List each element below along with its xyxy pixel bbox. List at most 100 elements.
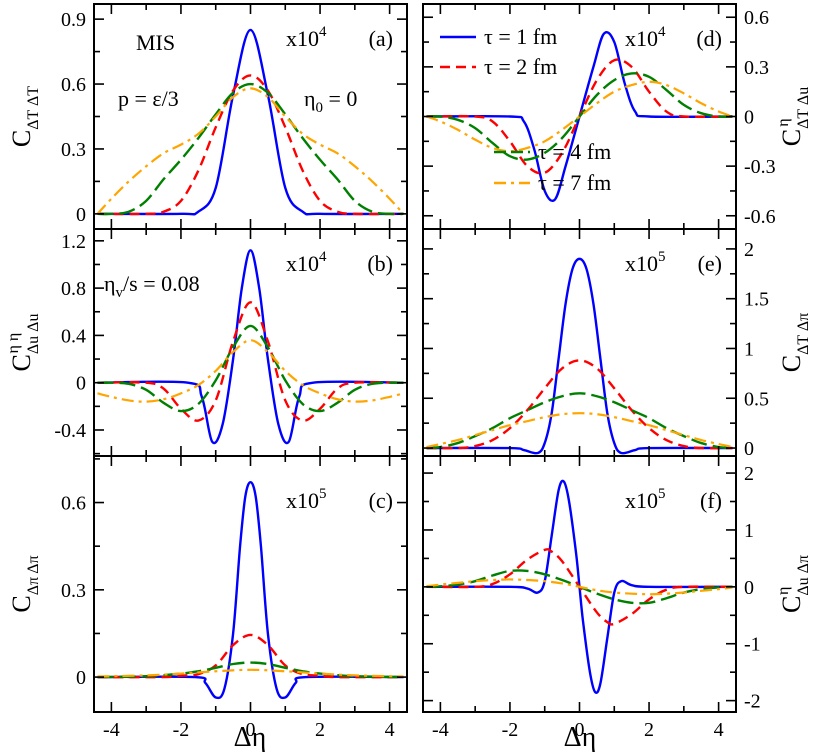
panel-c: 0 0.3 0.6 -4 -2 0 2 4 CΔπ Δπ x105 (c)	[7, 455, 408, 741]
panel-a: 0 0.3 0.6 0.9 CΔT ΔT x104 (a) MIS p = ε/3 η0 = 0	[7, 3, 408, 230]
panel-e-frame	[422, 228, 737, 457]
panel-label-f: (f)	[700, 488, 722, 513]
model-label: MIS	[136, 30, 175, 55]
y-tick-label-d: 0.3	[744, 57, 769, 79]
legend-label-1: τ = 1 fm	[484, 24, 557, 49]
series-line-e-2	[426, 359, 733, 450]
series-line-e-3	[426, 392, 733, 450]
y-axis-label-f: CΔu Δπη	[775, 555, 812, 613]
x-tick-label: -2	[502, 719, 519, 741]
panel-e-series	[426, 257, 733, 455]
series-line-e-4	[426, 412, 733, 449]
y-tick-label-f: 2	[744, 463, 754, 485]
x-axis-labels: Δη Δη	[234, 722, 597, 753]
y-tick-label-b: -0.4	[54, 420, 86, 442]
series-line-b-3	[97, 324, 404, 413]
y-tick-label-a: 0.3	[61, 139, 86, 161]
panel-d-ticks	[423, 4, 736, 229]
y-axis-label-d: CΔT Δuη	[775, 87, 812, 146]
panel-b-series	[97, 249, 404, 445]
series-line-c-4	[97, 668, 404, 678]
y-tick-label-c: 0.3	[61, 580, 86, 602]
y-tick-label-d: 0	[744, 107, 754, 129]
x-tick-label: 0	[575, 719, 585, 741]
series-line-c-2	[97, 633, 404, 679]
x-tick-label: 0	[246, 719, 256, 741]
scale-label-a: x104	[286, 24, 327, 51]
y-tick-label-f: 1	[744, 520, 754, 542]
panel-label-c: (c)	[369, 488, 393, 513]
y-tick-label-a: 0	[76, 204, 86, 226]
series-line-a-1	[97, 28, 404, 216]
panel-e-ticks	[423, 229, 736, 456]
x-tick-label: 4	[714, 719, 724, 741]
panel-d: -0.6 -0.3 0 0.3 0.6 CΔT Δuη x104 (d)	[422, 3, 812, 230]
scale-label-f: x105	[625, 486, 666, 513]
series-line-a-2	[97, 74, 404, 216]
panel-e: 0 0.5 1 1.5 2 CΔT Δπ x105 (e)	[422, 228, 812, 460]
legend-label-4: τ = 7 fm	[538, 170, 611, 195]
legend: τ = 1 fm τ = 2 fm τ = 4 fm τ = 7 fm	[440, 24, 611, 195]
y-tick-label-a: 0.9	[61, 9, 86, 31]
series-line-e-1	[426, 257, 733, 455]
x-axis-label-left: Δη	[234, 722, 267, 753]
series-line-a-3	[97, 82, 404, 216]
y-tick-label-e: 1.5	[744, 289, 769, 311]
y-tick-label-e: 1	[744, 338, 754, 360]
y-tick-label-f: 0	[744, 577, 754, 599]
y-tick-label-d: 0.6	[744, 7, 769, 29]
x-tick-label: -4	[432, 719, 449, 741]
y-tick-label-c: 0.6	[61, 493, 86, 515]
panel-label-d: (d)	[696, 26, 722, 51]
legend-label-2: τ = 2 fm	[484, 54, 557, 79]
series-line-b-4	[97, 339, 404, 403]
y-tick-label-d: -0.6	[744, 206, 776, 228]
x-tick-label: 2	[644, 719, 654, 741]
y-tick-label-b: 0.4	[61, 325, 86, 347]
y-tick-label-e: 0.5	[744, 388, 769, 410]
series-line-c-1	[97, 480, 404, 700]
series-line-d-3	[426, 72, 733, 161]
y-axis-label-b: CΔu Δuη η	[5, 314, 42, 372]
panel-d-series	[426, 30, 733, 203]
x-tick-label: -4	[103, 719, 120, 741]
y-axis-label-c: CΔπ Δπ	[7, 555, 42, 612]
series-line-d-4	[426, 80, 733, 153]
panel-b: -0.4 0 0.4 0.8 1.2 CΔu Δuη η x104 (b) ηv/s = 0.0…	[5, 228, 408, 457]
y-tick-label-e: 2	[744, 239, 754, 261]
panel-f: -2 -1 0 1 2 -4 -2 0 2 4 CΔu Δπη x105 (f)	[422, 455, 812, 741]
y-tick-label-a: 0.6	[61, 74, 86, 96]
x-tick-label: 4	[385, 719, 395, 741]
series-line-b-2	[97, 301, 404, 422]
x-axis-label-right: Δη	[564, 722, 597, 753]
panel-f-ticks	[423, 456, 736, 712]
y-axis-label-e: CΔT Δπ	[777, 313, 812, 372]
panel-b-frame	[93, 228, 408, 457]
panel-f-series	[426, 479, 733, 694]
x-tick-label: 2	[315, 719, 325, 741]
series-line-a-4	[96, 87, 405, 215]
y-tick-label-e: 0	[744, 438, 754, 460]
panel-a-series	[96, 28, 405, 216]
scale-label-b: x104	[286, 249, 327, 276]
panel-label-a: (a)	[369, 26, 393, 51]
series-line-c-3	[97, 661, 404, 679]
y-tick-label-b: 0	[76, 373, 86, 395]
viscosity-label: ηv/s = 0.08	[104, 271, 200, 301]
panel-c-ticks	[94, 456, 407, 712]
x-tick-label: -2	[173, 719, 190, 741]
y-tick-label-f: -2	[744, 691, 761, 713]
y-tick-label-c: 0	[76, 667, 86, 689]
scale-label-e: x105	[625, 249, 666, 276]
scale-label-d: x104	[625, 24, 666, 51]
panel-c-series	[97, 480, 404, 700]
scale-label-c: x105	[286, 486, 327, 513]
panel-c-frame	[93, 455, 408, 713]
y-tick-label-b: 1.2	[61, 231, 86, 253]
panel-b-ticks	[94, 229, 407, 456]
series-line-f-4	[426, 578, 733, 596]
eos-label: p = ε/3	[118, 86, 179, 111]
y-tick-label-f: -1	[744, 634, 761, 656]
panels-group: 0 0.3 0.6 0.9 CΔT ΔT x104 (a) MIS p = ε/3 η0 = 0 -…	[5, 3, 812, 741]
